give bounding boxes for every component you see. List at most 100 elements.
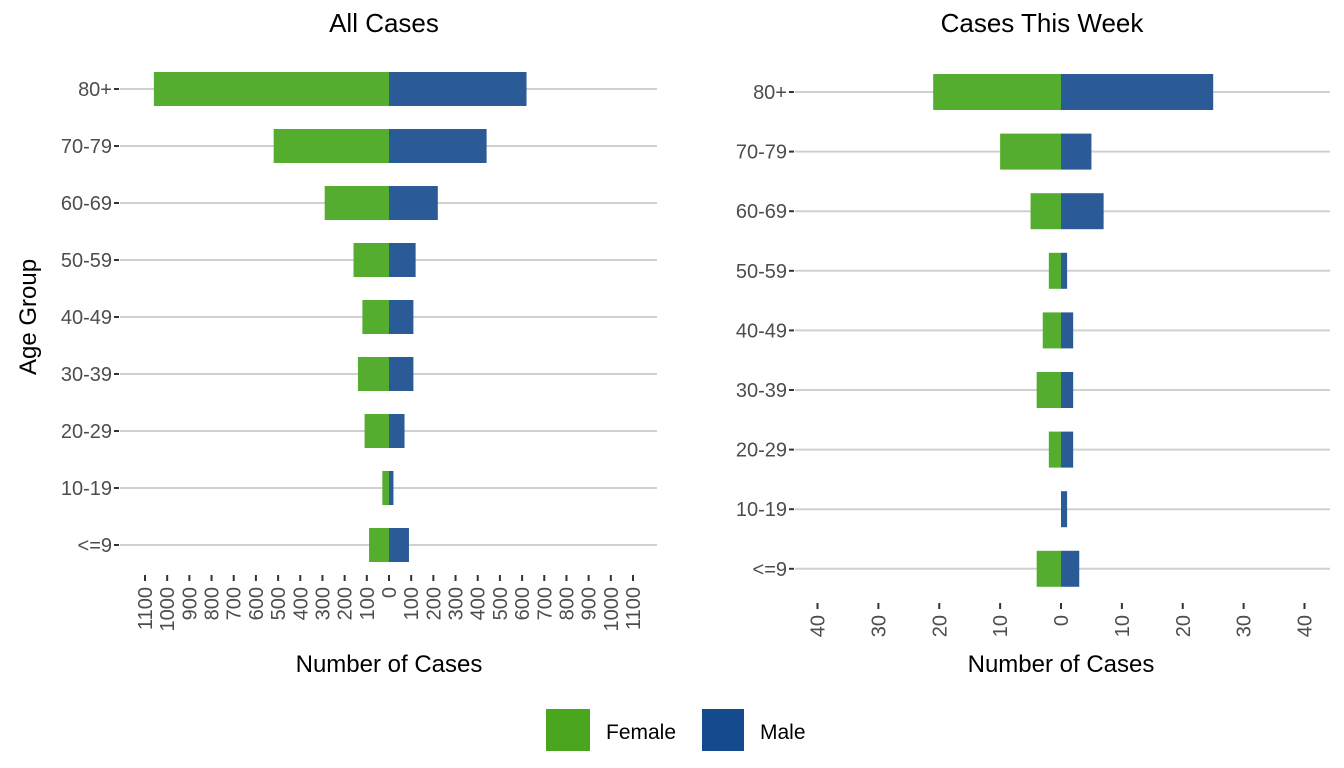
bar-female xyxy=(1036,550,1061,587)
x-tick-label: 400 xyxy=(290,587,312,620)
bar-female xyxy=(1030,193,1061,230)
y-tick-label: 30-39 xyxy=(61,364,112,386)
x-tick-label: 10 xyxy=(990,615,1012,637)
y-axis-ticks: 80+ 70-79 60-69 50-59 40-49 30-39 20-29 10-19 <=… xyxy=(736,82,794,581)
y-tick-label: <=9 xyxy=(78,535,112,557)
y-tick-label: 80+ xyxy=(753,82,787,104)
bar-female xyxy=(153,72,389,106)
x-tick-label: 10 xyxy=(1112,615,1134,637)
bar-female xyxy=(933,74,1061,110)
x-tick-label: 700 xyxy=(534,587,556,620)
bar-male xyxy=(1061,491,1068,528)
x-tick-label: 1100 xyxy=(135,587,157,630)
x-tick-label: 500 xyxy=(490,587,512,620)
x-tick-label: 1000 xyxy=(157,587,179,632)
bar-female xyxy=(357,357,389,391)
x-tick-label: 0 xyxy=(379,587,401,598)
x-tick-label: 800 xyxy=(202,587,224,620)
x-axis-ticks: 1100 1000 900 800 700 600 500 400 300 200 100 0 100 2… xyxy=(135,575,645,632)
x-tick-label: 900 xyxy=(579,587,601,620)
bar-male xyxy=(1061,372,1074,408)
bar-female xyxy=(369,528,389,562)
bar-male xyxy=(389,300,414,334)
bar-male xyxy=(1061,252,1068,289)
bar-female xyxy=(324,186,389,220)
x-tick-label: 30 xyxy=(868,615,890,637)
bar-female xyxy=(364,414,389,448)
y-axis-ticks: 80+ 70-79 60-69 50-59 40-49 30-39 20-29 10-19 <=… xyxy=(61,79,119,557)
y-tick-label: 40-49 xyxy=(736,320,787,342)
x-tick-label: 200 xyxy=(335,587,357,620)
chart-title-cases-this-week: Cases This Week xyxy=(941,8,1145,38)
bar-male xyxy=(1061,193,1104,230)
y-tick-label: 70-79 xyxy=(736,142,787,164)
x-tick-label: 40 xyxy=(1295,615,1317,637)
x-tick-label: 600 xyxy=(512,587,534,620)
legend-swatch-male xyxy=(702,709,744,751)
x-tick-label: 600 xyxy=(246,587,268,620)
x-tick-label: 300 xyxy=(446,587,468,620)
legend-label-male: Male xyxy=(760,721,806,744)
bar-male xyxy=(1061,550,1080,587)
bar-female xyxy=(353,243,389,277)
x-tick-label: 300 xyxy=(312,587,334,620)
bars xyxy=(153,72,527,562)
bar-female xyxy=(382,471,389,505)
bar-male xyxy=(1061,133,1092,170)
y-tick-label: 50-59 xyxy=(61,250,112,272)
bar-female xyxy=(273,129,389,163)
x-tick-label: 1100 xyxy=(623,587,645,630)
x-tick-label: 800 xyxy=(556,587,578,620)
legend: Female Male xyxy=(546,709,806,751)
y-tick-label: 20-29 xyxy=(61,421,112,443)
x-tick-label: 700 xyxy=(224,587,246,620)
y-tick-label: 60-69 xyxy=(61,193,112,215)
bar-female xyxy=(1048,252,1061,289)
bar-female xyxy=(1042,312,1061,349)
bar-male xyxy=(389,357,414,391)
y-tick-label: 40-49 xyxy=(61,307,112,329)
bar-male xyxy=(389,129,487,163)
y-tick-label: 10-19 xyxy=(736,499,787,521)
y-tick-label: 10-19 xyxy=(61,478,112,500)
chart-title-all-cases: All Cases xyxy=(329,8,439,38)
x-tick-label: 200 xyxy=(423,587,445,620)
x-tick-label: 20 xyxy=(1173,615,1195,637)
y-tick-label: 30-39 xyxy=(736,380,787,402)
x-tick-label: 900 xyxy=(179,587,201,620)
y-tick-label: 60-69 xyxy=(736,201,787,223)
y-tick-label: 50-59 xyxy=(736,261,787,283)
x-tick-label: 500 xyxy=(268,587,290,620)
x-axis-ticks: 40 30 20 10 0 10 20 30 40 xyxy=(808,603,1317,637)
x-tick-label: 100 xyxy=(357,587,379,620)
bar-male xyxy=(1061,74,1214,110)
bar-male xyxy=(389,72,527,106)
bar-male xyxy=(1061,431,1074,468)
bar-female xyxy=(1048,431,1061,468)
bars xyxy=(933,74,1214,587)
bar-male xyxy=(389,186,438,220)
x-tick-label: 30 xyxy=(1234,615,1256,637)
bar-female xyxy=(1000,133,1061,170)
bar-male xyxy=(389,528,409,562)
x-axis-label-cases-this-week: Number of Cases xyxy=(968,651,1155,678)
bar-male xyxy=(389,414,405,448)
panel-all-cases: All Cases 80+ 70-79 60-69 50-59 40-49 30-39 20… xyxy=(15,8,657,678)
x-axis-label-all-cases: Number of Cases xyxy=(296,651,483,678)
panel-cases-this-week: Cases This Week 80+ 70-79 60-69 50-59 40-49 3… xyxy=(736,8,1330,678)
y-tick-label: 80+ xyxy=(78,79,112,101)
bar-female xyxy=(1036,372,1061,408)
y-tick-label: 20-29 xyxy=(736,440,787,462)
legend-label-female: Female xyxy=(606,721,676,744)
x-tick-label: 20 xyxy=(929,615,951,637)
y-axis-label: Age Group xyxy=(15,259,42,375)
bar-female xyxy=(362,300,389,334)
y-tick-label: <=9 xyxy=(753,559,787,581)
x-tick-label: 0 xyxy=(1051,615,1073,626)
bar-male xyxy=(389,243,416,277)
x-tick-label: 40 xyxy=(808,615,830,637)
x-tick-label: 1000 xyxy=(601,587,623,632)
y-tick-label: 70-79 xyxy=(61,136,112,158)
bar-male xyxy=(1061,312,1074,349)
